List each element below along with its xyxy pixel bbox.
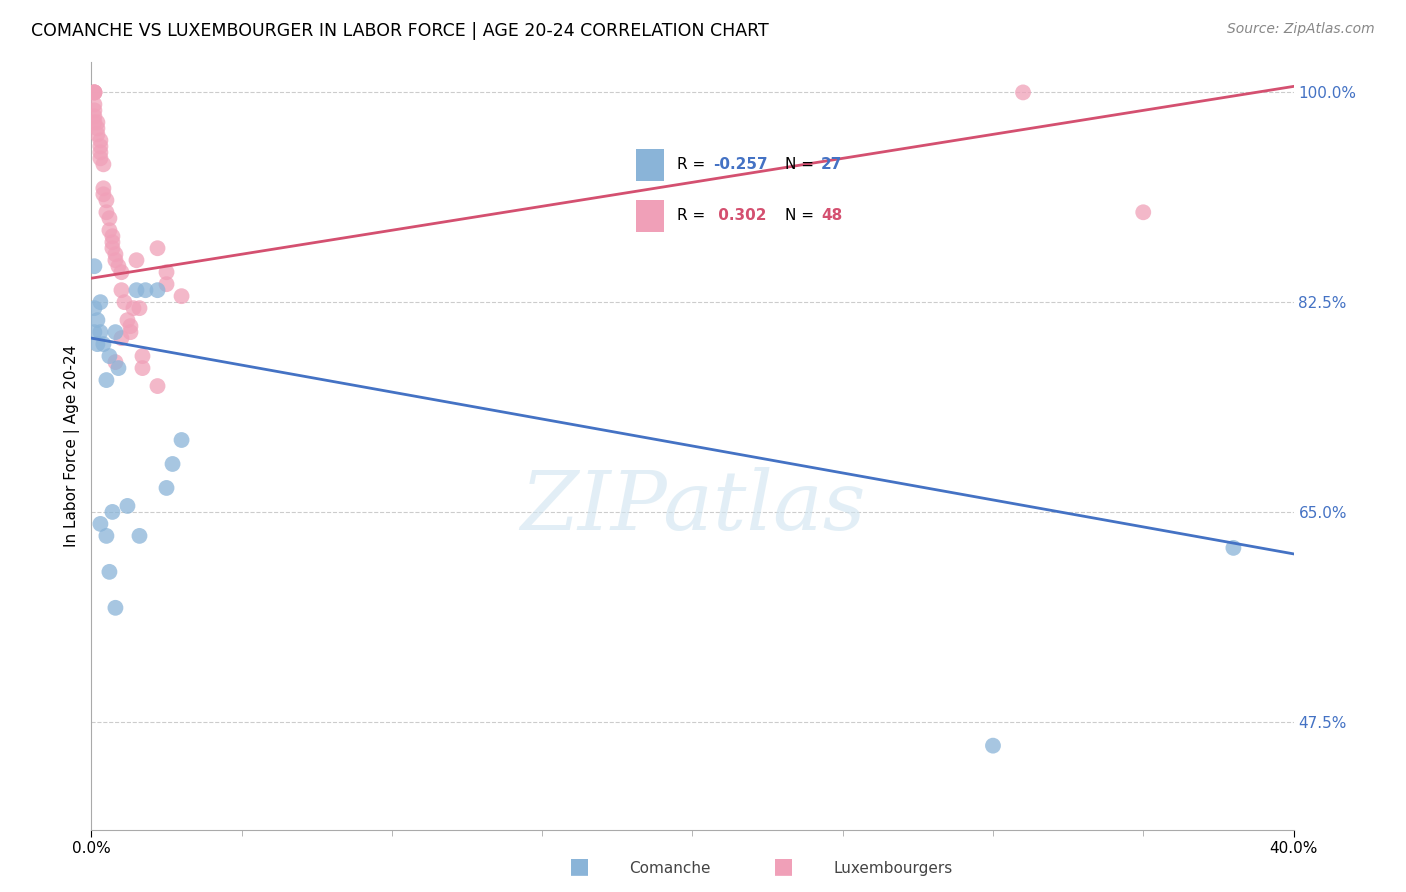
Point: [98, 223, 121, 237]
Point: [1132, 205, 1154, 219]
Point: [89, 151, 111, 165]
Point: [86, 121, 108, 136]
Point: [83, 86, 105, 100]
Point: [89, 145, 111, 160]
Y-axis label: In Labor Force | Age 20-24: In Labor Force | Age 20-24: [65, 345, 80, 547]
Point: [117, 499, 139, 513]
Point: [89, 139, 111, 153]
Text: Luxembourgers: Luxembourgers: [832, 861, 952, 876]
Point: [162, 457, 184, 471]
Point: [107, 361, 129, 376]
Point: [146, 241, 169, 255]
Point: [93, 181, 115, 195]
Point: [89, 516, 111, 531]
Point: [93, 187, 115, 202]
Point: [98, 211, 121, 226]
Point: [104, 600, 127, 615]
Point: [155, 277, 177, 292]
Point: [83, 259, 105, 273]
Point: [89, 325, 111, 339]
Point: [96, 529, 118, 543]
Point: [83, 86, 105, 100]
Point: [104, 325, 127, 339]
Point: [89, 295, 111, 310]
Point: [101, 229, 124, 244]
Point: [120, 319, 142, 334]
Point: [1012, 86, 1035, 100]
Point: [98, 565, 121, 579]
Point: [155, 481, 177, 495]
Point: [98, 349, 121, 363]
Point: [89, 133, 111, 147]
Text: ZIPatlas: ZIPatlas: [520, 467, 865, 548]
Point: [83, 325, 105, 339]
Point: [101, 241, 124, 255]
Point: [83, 109, 105, 123]
Point: [83, 103, 105, 118]
Point: [120, 325, 142, 339]
Point: [122, 301, 145, 315]
Text: ■: ■: [569, 856, 591, 876]
Point: [83, 86, 105, 100]
Point: [1222, 541, 1244, 555]
Text: COMANCHE VS LUXEMBOURGER IN LABOR FORCE | AGE 20-24 CORRELATION CHART: COMANCHE VS LUXEMBOURGER IN LABOR FORCE …: [31, 22, 769, 40]
Point: [86, 313, 108, 327]
Text: ■: ■: [773, 856, 794, 876]
Point: [86, 115, 108, 129]
Text: 0.302: 0.302: [713, 208, 766, 223]
Point: [101, 505, 124, 519]
Text: 48: 48: [821, 208, 842, 223]
Text: Comanche: Comanche: [630, 861, 710, 876]
Point: [93, 337, 115, 351]
Text: R =: R =: [676, 157, 710, 172]
Point: [110, 265, 132, 279]
Point: [128, 529, 150, 543]
Point: [146, 379, 169, 393]
Point: [101, 235, 124, 250]
Point: [981, 739, 1004, 753]
Text: Source: ZipAtlas.com: Source: ZipAtlas.com: [1227, 22, 1375, 37]
Point: [131, 361, 153, 376]
Point: [104, 253, 127, 268]
Point: [114, 295, 136, 310]
Point: [104, 247, 127, 261]
Point: [96, 205, 118, 219]
Point: [146, 283, 169, 297]
Point: [83, 301, 105, 315]
Point: [86, 128, 108, 142]
Bar: [637, 200, 664, 232]
Point: [86, 337, 108, 351]
Point: [110, 331, 132, 345]
Point: [170, 433, 193, 447]
Point: [93, 157, 115, 171]
Point: [104, 355, 127, 369]
Text: -0.257: -0.257: [713, 157, 768, 172]
Text: R =: R =: [676, 208, 710, 223]
Point: [83, 115, 105, 129]
Point: [128, 301, 150, 315]
Point: [125, 253, 148, 268]
Point: [83, 97, 105, 112]
Text: 27: 27: [821, 157, 842, 172]
Point: [131, 349, 153, 363]
Bar: [637, 149, 664, 180]
Point: [83, 86, 105, 100]
Text: N =: N =: [785, 157, 818, 172]
Point: [96, 373, 118, 387]
Text: N =: N =: [785, 208, 818, 223]
Point: [110, 283, 132, 297]
Point: [107, 259, 129, 273]
Point: [96, 194, 118, 208]
Point: [117, 313, 139, 327]
Point: [155, 265, 177, 279]
Point: [125, 283, 148, 297]
Point: [134, 283, 156, 297]
Point: [170, 289, 193, 303]
